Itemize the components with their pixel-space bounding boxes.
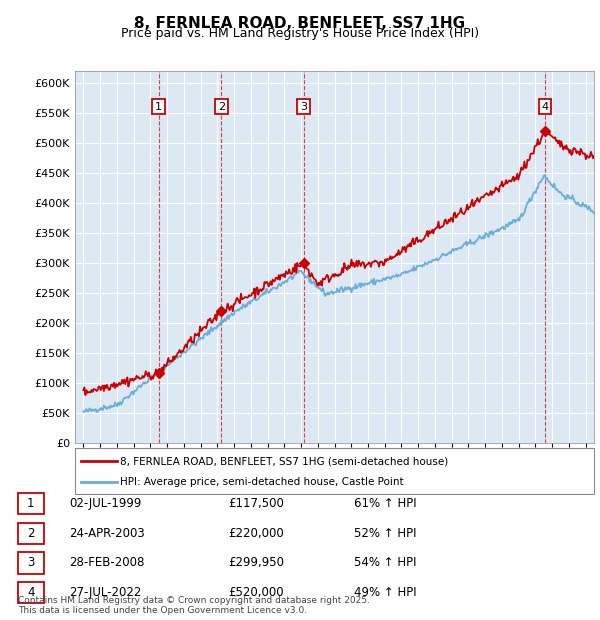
Text: HPI: Average price, semi-detached house, Castle Point: HPI: Average price, semi-detached house,… [120,477,404,487]
Text: 8, FERNLEA ROAD, BENFLEET, SS7 1HG: 8, FERNLEA ROAD, BENFLEET, SS7 1HG [134,16,466,30]
Text: 27-JUL-2022: 27-JUL-2022 [69,587,142,599]
Text: £299,950: £299,950 [228,557,284,569]
Text: £220,000: £220,000 [228,527,284,539]
Text: 1: 1 [27,497,35,510]
Text: 2: 2 [218,102,225,112]
Text: Contains HM Land Registry data © Crown copyright and database right 2025.
This d: Contains HM Land Registry data © Crown c… [18,596,370,615]
Text: £520,000: £520,000 [228,587,284,599]
Text: 52% ↑ HPI: 52% ↑ HPI [354,527,416,539]
Text: 24-APR-2003: 24-APR-2003 [69,527,145,539]
Text: 3: 3 [300,102,307,112]
Text: 49% ↑ HPI: 49% ↑ HPI [354,587,416,599]
Text: £117,500: £117,500 [228,497,284,510]
Text: 2: 2 [27,527,35,539]
Text: Price paid vs. HM Land Registry's House Price Index (HPI): Price paid vs. HM Land Registry's House … [121,27,479,40]
Text: 8, FERNLEA ROAD, BENFLEET, SS7 1HG (semi-detached house): 8, FERNLEA ROAD, BENFLEET, SS7 1HG (semi… [120,456,448,466]
Text: 4: 4 [541,102,548,112]
Text: 1: 1 [155,102,162,112]
Text: 3: 3 [27,557,35,569]
Text: 4: 4 [27,587,35,599]
Text: 28-FEB-2008: 28-FEB-2008 [69,557,145,569]
Text: 61% ↑ HPI: 61% ↑ HPI [354,497,416,510]
Text: 02-JUL-1999: 02-JUL-1999 [69,497,142,510]
Text: 54% ↑ HPI: 54% ↑ HPI [354,557,416,569]
